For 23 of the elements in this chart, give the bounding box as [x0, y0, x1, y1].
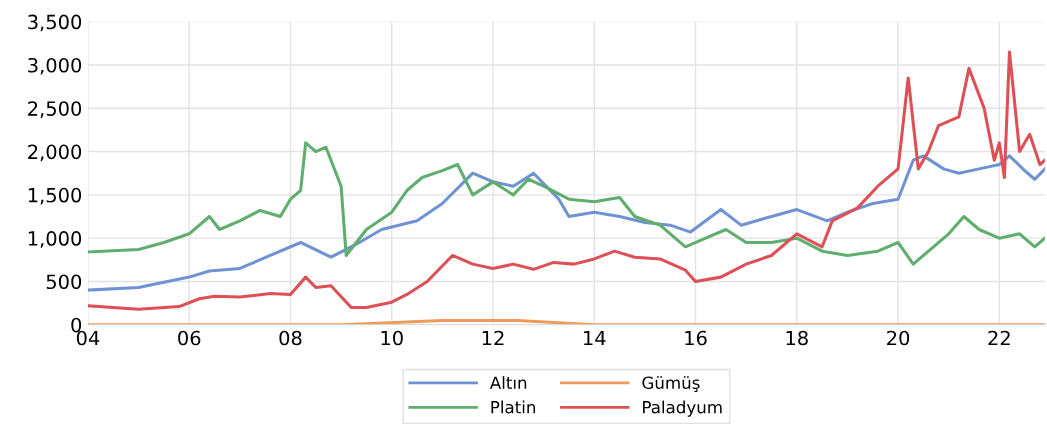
line-series — [87, 50, 1045, 311]
legend-label: Platin — [491, 400, 536, 414]
x-tick-label: 22 — [988, 330, 1010, 346]
x-tick-label: 10 — [381, 330, 403, 346]
x-tick-label: 06 — [178, 330, 201, 346]
y-tick-label: 3,000 — [28, 57, 82, 75]
y-tick-label: 1,500 — [28, 187, 82, 205]
y-tick-label: 1,000 — [28, 231, 82, 248]
y-tick-label: 500 — [46, 274, 82, 290]
line-series — [87, 154, 1045, 292]
x-tick-label: 12 — [482, 330, 504, 346]
x-tick-label: 16 — [685, 330, 707, 346]
x-tick-label: 08 — [279, 330, 302, 346]
y-tick-label: 2,000 — [28, 144, 82, 162]
x-tick-label: 20 — [887, 330, 910, 346]
line-series — [87, 141, 1045, 266]
y-tick-label: 2,500 — [28, 101, 82, 118]
legend-label: Gümüş — [642, 376, 700, 392]
legend-label: Paladyum — [643, 400, 722, 417]
x-tick-label: 18 — [786, 330, 808, 346]
legend-label: Altın — [489, 376, 527, 389]
y-tick-label: 3,500 — [28, 14, 82, 32]
x-tick-label: 14 — [584, 330, 606, 346]
